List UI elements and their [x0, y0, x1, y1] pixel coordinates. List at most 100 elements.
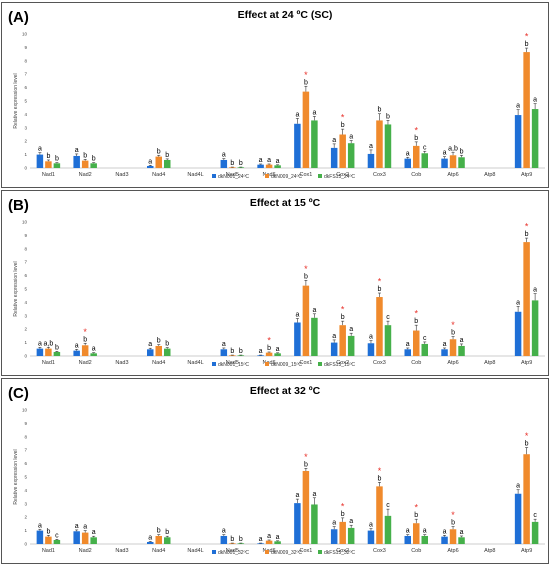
y-axis-label: Relative expression level [13, 261, 19, 316]
bar [404, 349, 411, 356]
significance-letter: a [332, 137, 336, 144]
significance-letter: a [92, 346, 96, 353]
significance-letter: b [460, 148, 464, 155]
legend-swatch [318, 550, 322, 554]
bar [330, 147, 338, 168]
y-tick-label: 10 [22, 220, 28, 225]
significance-letter: a [349, 326, 353, 333]
bar [294, 503, 301, 544]
x-tick-label: Atp8 [484, 360, 495, 366]
significance-letter: b [267, 345, 271, 352]
bar [376, 297, 383, 356]
bar [45, 348, 52, 356]
bar [384, 325, 392, 356]
significance-letter: a [312, 307, 316, 314]
y-tick-label: 3 [24, 313, 27, 318]
y-tick-label: 8 [24, 434, 27, 439]
significance-letter: b [55, 344, 59, 351]
significance-letter: c [423, 335, 427, 342]
panel-border [1, 2, 549, 188]
significance-letter: c [55, 532, 59, 539]
y-tick-label: 1 [24, 152, 27, 157]
bar [257, 543, 264, 544]
y-tick-label: 8 [24, 246, 27, 251]
significance-letter: a [460, 529, 464, 536]
y-axis-label: Relative expression level [13, 449, 19, 504]
significance-letter: a [295, 311, 299, 318]
bar [441, 158, 448, 168]
significance-star: * [83, 327, 87, 337]
bar [155, 535, 162, 544]
x-tick-label: Cox3 [373, 360, 386, 366]
bar [229, 355, 236, 356]
legend-swatch [265, 362, 269, 366]
bar [73, 155, 80, 168]
chart-panel-2: (C) Effect at 32 ºC 0 1 2 3 4 5 6 7 8 9 10 Relative e… [1, 378, 549, 564]
significance-star: * [341, 113, 345, 123]
bar [384, 515, 392, 544]
significance-letter: b [46, 528, 50, 535]
x-tick-label: Cox1 [299, 360, 312, 366]
bar [237, 167, 245, 168]
bar [330, 529, 338, 544]
y-tick-label: 1 [24, 340, 27, 345]
bar [257, 164, 264, 168]
bar [45, 161, 52, 168]
significance-letter: a [38, 146, 42, 153]
significance-letter: a [349, 518, 353, 525]
legend-swatch [318, 362, 322, 366]
bar [164, 348, 171, 356]
significance-letter: b [165, 152, 169, 159]
chart-panel-0: (A) Effect at 24 ºC (SC) 0 1 2 3 4 5 6 7 8 9 10 Relat… [1, 2, 549, 188]
x-tick-label: Atp9 [521, 172, 532, 178]
bar [265, 540, 273, 544]
y-tick-label: 0 [24, 542, 27, 547]
y-tick-label: 6 [24, 85, 27, 90]
significance-letter: a [148, 341, 152, 348]
bar [147, 541, 154, 544]
significance-letter: a [406, 150, 410, 157]
x-tick-label: Nad4L [187, 360, 203, 366]
significance-star: * [267, 335, 271, 345]
panel-border [1, 378, 549, 564]
significance-letter: b [157, 338, 161, 345]
bar [531, 300, 539, 356]
significance-letter: b [46, 153, 50, 160]
bar [523, 52, 530, 169]
bar [347, 527, 355, 544]
bar [265, 164, 273, 168]
legend-label: dkN001_24ºC [218, 174, 249, 180]
significance-letter: b [525, 231, 529, 238]
bar [73, 350, 80, 356]
significance-letter: a,b [44, 340, 54, 347]
significance-letter: b [157, 528, 161, 535]
legend-label: dkN009_15ºC [271, 362, 302, 368]
significance-letter: b [165, 529, 169, 536]
legend-label: dkFS15_24ºC [324, 174, 355, 180]
x-tick-label: Atp8 [484, 172, 495, 178]
bar [311, 120, 318, 168]
chart-title: Effect at 24 ºC (SC) [238, 9, 333, 21]
y-tick-label: 4 [24, 300, 27, 305]
significance-letter: a [312, 491, 316, 498]
bar [523, 454, 530, 544]
significance-letter: b [414, 318, 418, 325]
significance-letter: a [423, 528, 427, 535]
bar [90, 537, 97, 544]
x-tick-label: Nad5 [226, 548, 239, 554]
x-tick-label: Cob [411, 360, 421, 366]
significance-letter: a [38, 522, 42, 529]
significance-star: * [451, 510, 455, 520]
bar [220, 349, 228, 356]
significance-letter: a [443, 341, 447, 348]
x-tick-label: Cox2 [336, 360, 349, 366]
significance-letter: a [533, 97, 537, 104]
x-tick-label: Cox1 [299, 548, 312, 554]
bar [237, 543, 245, 544]
x-tick-label: Nad2 [79, 360, 92, 366]
x-tick-label: Nad1 [42, 360, 55, 366]
x-tick-label: Nad1 [42, 548, 55, 554]
significance-letter: a [148, 158, 152, 165]
bar [376, 486, 383, 544]
